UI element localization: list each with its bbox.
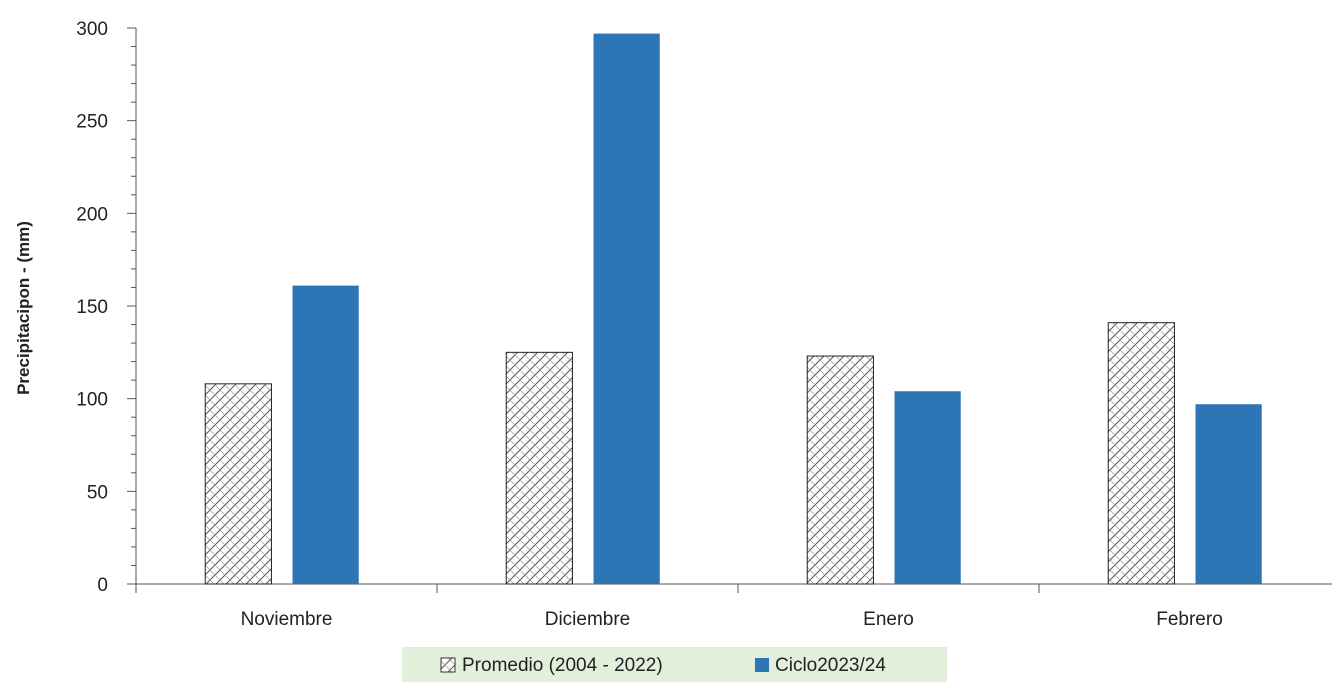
y-tick-label: 250 — [76, 112, 108, 133]
bar-promedio-febrero — [1107, 322, 1175, 585]
y-tick-label: 200 — [76, 204, 108, 225]
legend-background — [402, 647, 947, 682]
legend-label-ciclo: Ciclo2023/24 — [775, 655, 886, 676]
bar-ciclo-enero — [894, 391, 961, 584]
bar-promedio-enero — [806, 355, 874, 585]
bar-ciclo-febrero — [1195, 404, 1262, 584]
x-axis — [135, 583, 1332, 593]
y-tick-label: 150 — [76, 297, 108, 318]
bar-promedio-diciembre — [505, 351, 573, 585]
legend-swatch-ciclo — [755, 658, 769, 672]
bar-promedio-noviembre — [204, 383, 272, 585]
category-label: Noviembre — [241, 609, 333, 630]
y-tick-label: 100 — [76, 390, 108, 411]
bar-ciclo-diciembre — [593, 33, 660, 585]
category-label: Febrero — [1156, 609, 1223, 630]
legend-swatch-promedio — [440, 657, 456, 673]
y-axis: 0 50 100 150 200 250 300 — [76, 19, 137, 596]
legend: Promedio (2004 - 2022) Ciclo2023/24 — [402, 647, 947, 682]
y-tick-label: 50 — [87, 482, 108, 503]
category-labels: Noviembre Diciembre Enero Febrero — [241, 609, 1223, 630]
y-tick-label: 300 — [76, 19, 108, 40]
y-axis-label: Precipitacipon - (mm) — [14, 221, 33, 395]
category-label: Diciembre — [545, 609, 631, 630]
y-tick-label: 0 — [97, 575, 108, 596]
bars — [204, 33, 1262, 585]
bar-ciclo-noviembre — [292, 285, 359, 584]
category-label: Enero — [863, 609, 914, 630]
legend-label-promedio: Promedio (2004 - 2022) — [462, 655, 663, 676]
